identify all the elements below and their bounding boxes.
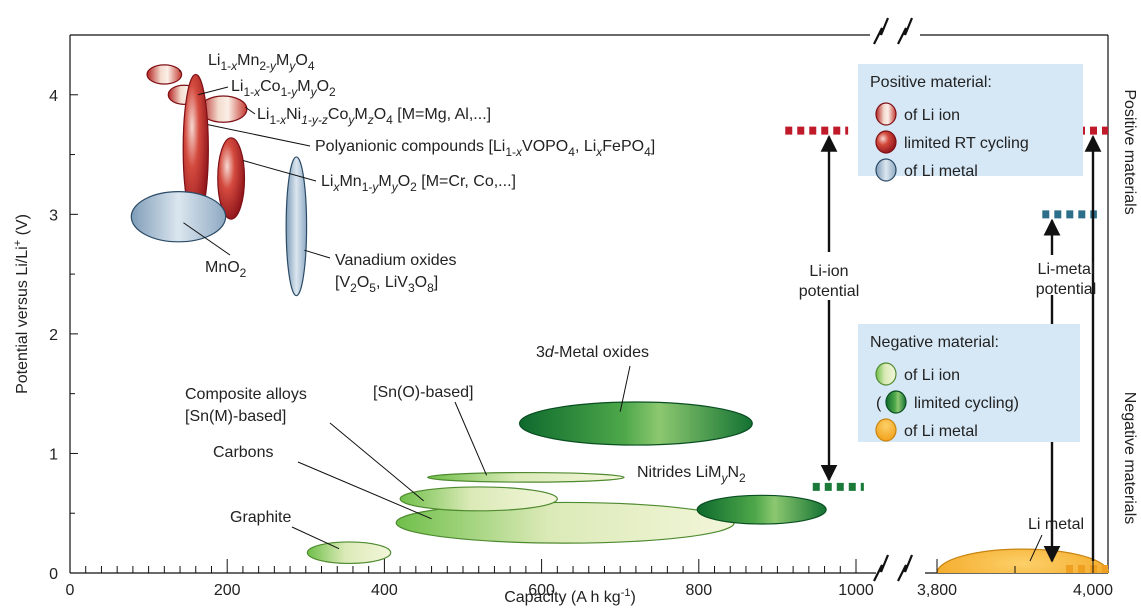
legend-positive-item-2: of Li metal bbox=[904, 163, 978, 180]
x-tick-label: 200 bbox=[214, 582, 241, 599]
legend-negative-symbol-0 bbox=[875, 362, 897, 386]
region-sno bbox=[427, 471, 625, 483]
label-vanadium-1: [V2O5, LiV3O8] bbox=[335, 274, 438, 295]
region-limn2o4 bbox=[146, 64, 183, 85]
region-metaloxides bbox=[518, 401, 753, 446]
label-mno2: MnO2 bbox=[205, 259, 247, 280]
legend-positive: Positive material: of Li ion limited RT cy… bbox=[858, 64, 1083, 182]
label-nitrides: Nitrides LiMyN2 bbox=[637, 464, 746, 485]
region-vanadium bbox=[285, 156, 308, 297]
legend-positive-title: Positive material: bbox=[870, 74, 992, 91]
x-tick-label: 0 bbox=[66, 582, 75, 599]
li-ion-potential-label: potential bbox=[799, 283, 860, 300]
legend-negative-item-1: limited cycling) bbox=[914, 395, 1019, 412]
label-limn2o4: Li1-xMn2-yMyO4 bbox=[208, 52, 315, 73]
x-tick-label: 800 bbox=[685, 582, 712, 599]
axis-break-bottom bbox=[873, 554, 914, 582]
li-ion-potential-label: Li-ion bbox=[809, 263, 848, 280]
region-nitrides bbox=[696, 494, 827, 525]
legend-negative-item-2: of Li metal bbox=[904, 423, 978, 440]
legend-positive-item-0: of Li ion bbox=[904, 107, 960, 124]
y-tick-label: 2 bbox=[49, 327, 58, 344]
right-label-negative: Negative materials bbox=[1121, 392, 1138, 525]
label-polyanionic: Polyanionic compounds [Li1-xVOPO4, LixFe… bbox=[315, 138, 655, 159]
region-mno2 bbox=[130, 191, 227, 243]
legend-negative-title: Negative material: bbox=[870, 334, 999, 351]
label-limnmo2: LixMn1-yMyO2 [M=Cr, Co,...] bbox=[321, 173, 516, 194]
li-metal-potential-label: potential bbox=[1036, 281, 1097, 298]
axes: 0 1 2 3 4 0 200 400 600 800 1000 3,800 4,000 Capacity… bbox=[12, 88, 1138, 606]
label-composite-1: [Sn(M)-based] bbox=[185, 408, 286, 425]
x-tick-label: 400 bbox=[371, 582, 398, 599]
y-tick-label: 0 bbox=[49, 566, 58, 583]
label-graphite: Graphite bbox=[230, 509, 291, 526]
y-tick-label: 3 bbox=[49, 207, 58, 224]
x-tick-label: 1000 bbox=[838, 582, 874, 599]
label-vanadium-0: Vanadium oxides bbox=[335, 252, 457, 269]
label-composite-0: Composite alloys bbox=[185, 386, 307, 403]
label-linicomo2: Li1-xNi1-y-zCoyMzO4 [M=Mg, Al,...] bbox=[257, 106, 491, 127]
legends: Positive material: of Li ion limited RT cy… bbox=[858, 64, 1083, 442]
legend-positive-item-1: limited RT cycling bbox=[904, 135, 1029, 152]
x-tick-label-broken: 3,800 bbox=[917, 582, 957, 599]
label-sno: [Sn(O)-based] bbox=[373, 384, 473, 401]
region-labels: Li-ion potential Li-metal potential Li1-xMn2… bbox=[178, 52, 1097, 562]
region-composite bbox=[399, 486, 558, 512]
y-tick-label: 4 bbox=[49, 88, 58, 105]
legend-positive-symbol-1 bbox=[875, 130, 897, 154]
region-graphite bbox=[306, 541, 392, 565]
x-axis-label: Capacity (A h kg-1) bbox=[504, 587, 636, 606]
legend-negative: Negative material: of Li ion ( limited cycl… bbox=[858, 324, 1080, 442]
legend-positive-symbol-2 bbox=[875, 158, 897, 182]
legend-negative-symbol-1 bbox=[885, 390, 907, 414]
svg-text:(: ( bbox=[876, 395, 882, 412]
right-label-positive: Positive materials bbox=[1121, 89, 1138, 214]
region-limnmo2 bbox=[217, 137, 246, 220]
label-licoo2: Li1-xCo1-yMyO2 bbox=[231, 78, 336, 99]
region-layer bbox=[130, 64, 1110, 573]
li-metal-potential-label: Li-metal bbox=[1038, 261, 1095, 278]
y-tick-label: 1 bbox=[49, 446, 58, 463]
legend-positive-symbol-0 bbox=[875, 102, 897, 126]
legend-negative-item-0: of Li ion bbox=[904, 367, 960, 384]
label-metaloxides: 3d-Metal oxides bbox=[536, 344, 649, 361]
x-tick-label-broken: 4,000 bbox=[1073, 582, 1113, 599]
label-limetal: Li metal bbox=[1028, 516, 1084, 533]
label-carbons: Carbons bbox=[213, 444, 273, 461]
axis-break-top bbox=[873, 17, 914, 45]
x-tick-label: 600 bbox=[528, 582, 555, 599]
y-axis-label: Potential versus Li/Li+ (V) bbox=[12, 214, 31, 394]
legend-negative-symbol-2 bbox=[875, 418, 897, 442]
